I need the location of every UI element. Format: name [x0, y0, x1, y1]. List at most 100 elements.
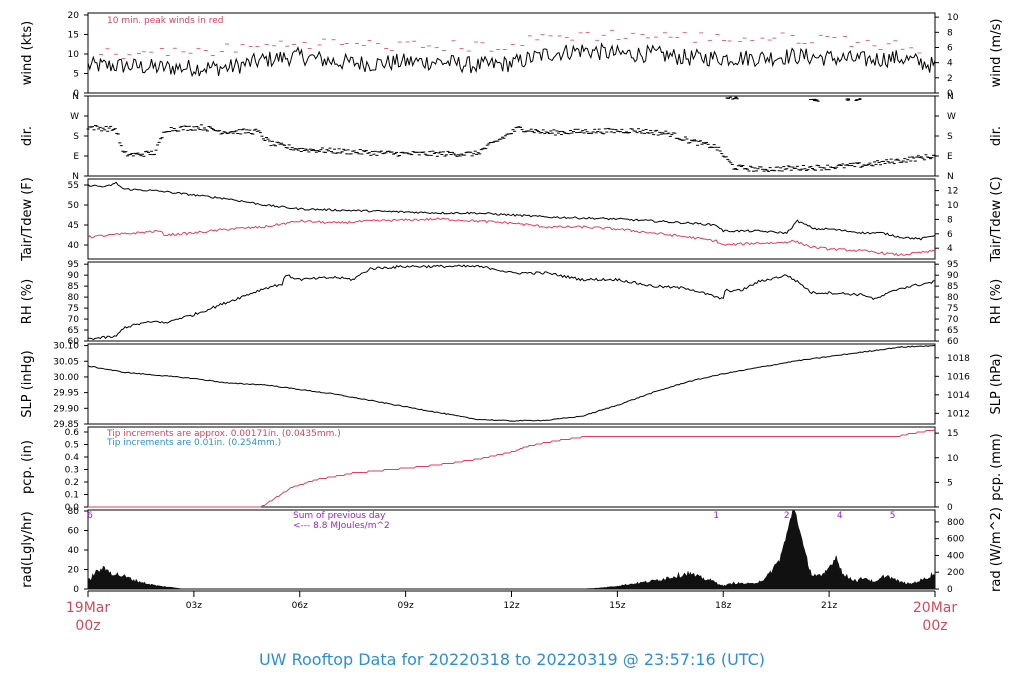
x-tick-label: 12z — [503, 601, 519, 611]
right-tick-label: 75 — [947, 304, 958, 314]
left-tick-label: E — [73, 152, 79, 162]
right-tick-label: 1014 — [947, 391, 970, 401]
chart-title: UW Rooftop Data for 20220318 to 20220319… — [259, 650, 765, 669]
left-tick-label: 0.4 — [65, 453, 80, 463]
series-line-tdew — [87, 217, 936, 257]
left-tick-label: 0.6 — [65, 428, 80, 438]
sun-marker: 4 — [837, 511, 843, 521]
right-tick-label: 4 — [947, 244, 953, 254]
left-tick-label: 40 — [68, 546, 80, 556]
left-tick-label: 0 — [73, 89, 79, 99]
right-tick-label: S — [947, 132, 953, 142]
right-tick-label: 600 — [947, 535, 964, 545]
right-tick-label: 400 — [947, 551, 964, 561]
right-tick-label: 1012 — [947, 409, 970, 419]
sun-marker: 5 — [890, 511, 896, 521]
left-tick-label: 60 — [68, 337, 80, 347]
left-tick-label: 55 — [68, 181, 79, 191]
left-tick-label: 0.1 — [65, 491, 79, 501]
left-tick-label: 65 — [68, 326, 79, 336]
right-tick-label: 90 — [947, 271, 959, 281]
panel-frame — [87, 343, 936, 425]
right-axis-label: SLP (hPa) — [989, 353, 1004, 414]
left-tick-label: 0.0 — [65, 503, 80, 513]
peak-wind-note: 10 min. peak winds in red — [107, 16, 224, 26]
left-axis-label: rad(Lgly/hr) — [20, 511, 35, 587]
x-tick-label: 21z — [821, 601, 837, 611]
time-axis: 03z 06z 09z 12z 15z 18z 21z 19Mar 00z 20Mar 00z — [66, 590, 957, 634]
x-tick-label: 03z — [186, 601, 202, 611]
left-tick-label: 0.3 — [65, 466, 79, 476]
right-axis-label: Tair/Tdew (C) — [989, 176, 1004, 262]
right-axis-label: RH (%) — [989, 279, 1004, 324]
series-line-mean — [87, 42, 936, 78]
left-tick-label: 0 — [73, 585, 79, 595]
left-tick-label: 29.95 — [53, 389, 79, 399]
right-tick-label: 800 — [947, 518, 964, 528]
right-tick-label: 80 — [947, 293, 959, 303]
end-hour: 00z — [922, 618, 947, 634]
right-tick-label: 15 — [947, 429, 958, 439]
series-line-rh — [87, 264, 936, 341]
x-tick-label: 18z — [715, 601, 731, 611]
right-tick-label: 4 — [947, 59, 953, 69]
left-tick-label: 15 — [68, 30, 79, 40]
right-axis-label: dir. — [989, 126, 1004, 146]
panel-frame — [87, 426, 936, 508]
panel-temp: Tair/Tdew (F) Tair/Tdew (C) 40 45 50 55 4 6 8 10 1… — [20, 176, 1004, 262]
right-axis-label: wind (m/s) — [989, 19, 1004, 88]
left-tick-label: 29.85 — [53, 420, 79, 430]
left-tick-label: 70 — [68, 315, 80, 325]
panel-frame — [87, 178, 936, 260]
left-axis-label: RH (%) — [20, 279, 35, 324]
panel-rh: RH (%) RH (%)6065707580859095606570758085… — [20, 260, 1004, 347]
series-line-pcp — [88, 428, 936, 508]
left-tick-label: 5 — [73, 69, 79, 79]
right-tick-label: 8 — [947, 215, 953, 225]
right-tick-label: 6 — [947, 43, 953, 53]
left-tick-label: W — [70, 112, 79, 122]
right-tick-label: 8 — [947, 28, 953, 38]
right-tick-label: 10 — [947, 13, 959, 23]
sum-value: <--- 8.8 MJoules/m^2 — [293, 521, 390, 531]
direction-points — [86, 96, 937, 172]
peak-wind-marks — [98, 29, 922, 59]
right-tick-label: 200 — [947, 568, 964, 578]
left-axis-label: wind (kts) — [20, 21, 35, 85]
right-tick-label: 10 — [947, 201, 959, 211]
right-tick-label: 10 — [947, 454, 959, 464]
right-tick-label: 95 — [947, 260, 958, 270]
right-tick-label: 0 — [947, 503, 953, 513]
sun-marker: 6 — [87, 511, 93, 521]
left-tick-label: 10 — [68, 50, 80, 60]
left-tick-label: 20 — [68, 11, 80, 21]
left-tick-label: N — [72, 92, 79, 102]
left-tick-label: N — [72, 172, 79, 182]
left-tick-label: 80 — [68, 507, 80, 517]
left-tick-label: 50 — [68, 201, 80, 211]
panel-frame — [87, 261, 936, 342]
sun-marker: 1 — [713, 511, 719, 521]
right-tick-label: 0 — [947, 585, 953, 595]
right-axis-label: pcp. (mm) — [989, 433, 1004, 500]
left-axis-label: SLP (inHg) — [20, 350, 35, 418]
right-tick-label: 65 — [947, 326, 958, 336]
x-tick-label: 15z — [609, 601, 625, 611]
right-tick-label: N — [947, 92, 954, 102]
panel-rad: rad(Lgly/hr) rad (W/m^2)02040608002004006… — [20, 507, 1004, 595]
left-tick-label: 90 — [68, 271, 80, 281]
right-tick-label: 70 — [947, 315, 959, 325]
right-tick-label: 1018 — [947, 354, 970, 364]
start-date: 19Mar — [66, 600, 110, 616]
series-line-slp — [87, 344, 936, 422]
panel-pcp: pcp. (in) pcp. (mm) 0.0 0.1 0.2 0.3 0.4 0.5 0.6 0… — [20, 426, 1004, 513]
x-tick-label: 09z — [398, 601, 414, 611]
start-hour: 00z — [75, 618, 100, 634]
left-tick-label: 45 — [68, 221, 79, 231]
right-tick-label: 60 — [947, 337, 959, 347]
tip-note: Tip increments are approx. 0.00171in. (0… — [106, 429, 341, 439]
left-tick-label: 75 — [68, 304, 79, 314]
